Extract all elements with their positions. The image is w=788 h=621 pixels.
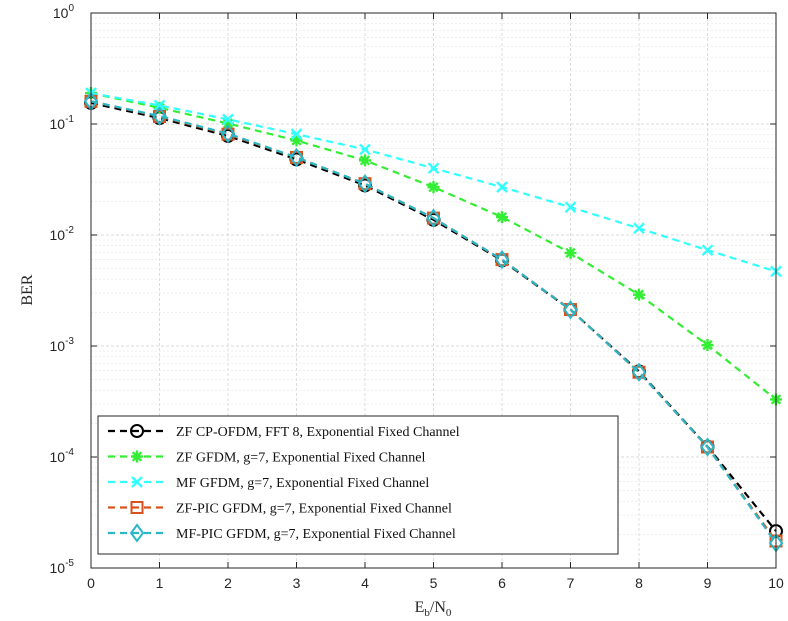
y-tick-label: 10-2 [50, 225, 75, 243]
legend: ZF CP-OFDM, FFT 8, Exponential Fixed Cha… [97, 415, 619, 555]
series-marker [494, 249, 510, 270]
x-tick-label: 9 [704, 575, 712, 591]
legend-label: ZF CP-OFDM, FFT 8, Exponential Fixed Cha… [176, 425, 460, 440]
series-marker [129, 523, 145, 543]
x-axis-label: Eb/N0 [415, 599, 452, 619]
x-label-main: E [415, 599, 425, 616]
series-marker [564, 201, 577, 214]
y-tick-label: 100 [53, 3, 75, 21]
legend-label: MF-PIC GFDM, g=7, Exponential Fixed Chan… [176, 527, 456, 542]
series-marker [220, 123, 236, 144]
series-marker [633, 222, 645, 235]
x-label-sep: /N [430, 599, 446, 616]
y-tick-label: 10-3 [50, 336, 75, 354]
x-label-sub-b: b [424, 607, 430, 619]
x-tick-label: 7 [567, 575, 575, 591]
legend-entry: ZF-PIC GFDM, g=7, Exponential Fixed Chan… [108, 501, 452, 517]
legend-entry: MF-PIC GFDM, g=7, Exponential Fixed Chan… [108, 523, 456, 543]
x-tick-label: 0 [87, 575, 95, 591]
axis-labels: Eb/N0 BER [19, 274, 452, 619]
series-marker [633, 288, 645, 301]
series-marker [631, 362, 647, 382]
legend-entry: ZF GFDM, g=7, Exponential Fixed Channel [108, 450, 425, 466]
legend-label: MF GFDM, g=7, Exponential Fixed Channel [176, 476, 429, 491]
series-marker [359, 154, 371, 167]
series-marker [357, 174, 373, 194]
y-tick-label: 10-4 [50, 447, 75, 465]
axis-ticks: 0 1 2 3 4 5 6 7 8 9 10 100 10-1 10-2 10-3 10-4 10-5 [50, 3, 784, 591]
legend-label: ZF-PIC GFDM, g=7, Exponential Fixed Chan… [176, 502, 452, 517]
series-marker [359, 143, 371, 156]
series-marker [427, 181, 440, 194]
series-marker [130, 424, 144, 438]
x-tick-label: 4 [361, 575, 369, 591]
y-tick-label: 10-5 [50, 558, 75, 576]
x-tick-label: 8 [635, 575, 643, 591]
series-marker [427, 162, 440, 175]
series-marker [563, 300, 578, 320]
x-label-sub-0: 0 [446, 607, 452, 619]
x-tick-label: 10 [768, 575, 784, 591]
series-group [83, 87, 784, 553]
series-marker [564, 246, 577, 259]
series-marker [701, 339, 714, 352]
legend-box [97, 415, 619, 555]
series-marker [130, 501, 144, 514]
series-marker [153, 99, 166, 112]
series-marker [701, 244, 714, 257]
series-marker [290, 128, 303, 141]
x-tick-label: 2 [224, 575, 232, 591]
series-marker [131, 476, 143, 488]
legend-entry: MF GFDM, g=7, Exponential Fixed Channel [108, 476, 429, 491]
y-axis-label: BER [19, 274, 36, 305]
series-marker [222, 113, 234, 126]
series-marker [290, 134, 303, 147]
legend-label: ZF GFDM, g=7, Exponential Fixed Channel [176, 451, 425, 466]
x-tick-label: 3 [293, 575, 301, 591]
y-tick-label: 10-1 [50, 114, 75, 132]
series-marker [700, 437, 715, 457]
x-tick-label: 1 [156, 575, 164, 591]
series-marker [496, 181, 508, 193]
series-marker [289, 147, 304, 168]
series-marker [152, 106, 167, 126]
x-tick-label: 6 [498, 575, 506, 591]
series-line [90, 92, 777, 401]
series-marker [222, 117, 234, 130]
legend-entry: ZF CP-OFDM, FFT 8, Exponential Fixed Cha… [108, 424, 460, 440]
series-line [90, 100, 777, 544]
series-marker [426, 208, 441, 228]
x-tick-label: 5 [430, 575, 438, 591]
series-marker [496, 211, 508, 224]
series-marker [131, 450, 143, 463]
